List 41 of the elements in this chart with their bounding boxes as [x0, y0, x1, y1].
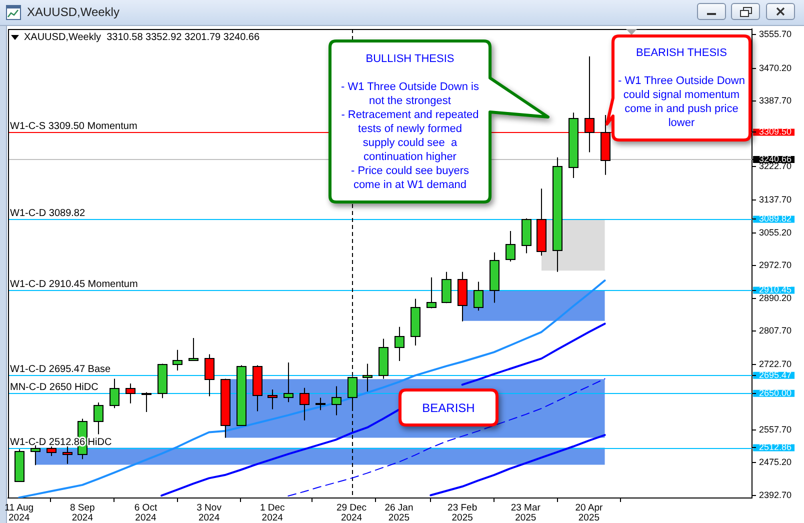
y-tick-label: 3137.70 [759, 194, 792, 205]
ref-line-label: W1-C-D 3089.82 [10, 208, 86, 219]
y-tick-label: 2512.86 [759, 442, 792, 452]
x-tick-label: 23 Mar 2025 [510, 502, 540, 523]
y-tick-label: 3240.66 [759, 154, 792, 164]
x-tick-label: 6 Oct 2024 [134, 502, 158, 523]
text: BEARISH THESIS - W1 Three Outside Down could signal momentum come in and push price lower [618, 47, 745, 129]
y-tick-label: 2910.45 [759, 284, 792, 295]
y-tick-label: 3222.70 [759, 161, 792, 172]
x-tick-label: 26 Jan 2025 [384, 502, 414, 523]
y-tick-label: 2807.70 [759, 325, 792, 336]
text: BULLISH THESIS - W1 Three Outside Down is not the strongest - Retracement and repeated tests of newly formed supply could see a continuation higher - Price could see buyers come in at W1 demand [341, 52, 479, 190]
y-tick-label: 2890.20 [759, 292, 792, 303]
y-tick-label: 3387.70 [759, 96, 792, 106]
x-tick-label: 3 Nov 2024 [196, 502, 222, 523]
y-tick-label: 3309.50 [759, 126, 792, 137]
y-tick-label: 2392.70 [759, 490, 792, 500]
y-tick-label: 2722.70 [759, 359, 792, 370]
y-tick-label: 2475.20 [759, 457, 792, 468]
x-tick-label: 1 Dec 2024 [260, 502, 286, 523]
annotation: BEARISH [422, 400, 475, 414]
y-tick-label: 2557.70 [759, 424, 792, 434]
y-tick-label: 2972.70 [759, 260, 792, 270]
y-tick-label: 2695.47 [759, 370, 792, 380]
y-tick-label: 3089.82 [759, 214, 792, 224]
y-tick-label: 3055.20 [759, 227, 792, 238]
x-tick-label: 11 Aug 2024 [4, 502, 34, 523]
chart-subtitle: XAUUSD,Weekly 3310.58 3352.92 3201.79 3240.66 [24, 32, 260, 44]
ref-line-label: W1-C-S 3309.50 Momentum [10, 120, 138, 132]
y-tick-label: 3555.70 [759, 29, 792, 40]
line-series [288, 378, 606, 497]
ref-line-label: W1-C-D 2910.45 Momentum [10, 278, 138, 290]
y-tick-label: 2650.00 [759, 388, 792, 398]
y-tick-label: 3470.20 [759, 63, 792, 74]
x-tick-label: 23 Feb 2025 [448, 502, 478, 523]
x-tick-label: 29 Dec 2024 [336, 502, 367, 523]
x-tick-label: 8 Sep 2024 [70, 502, 95, 523]
chart-title: XAUUSD,Weekly [27, 5, 120, 20]
x-tick-label: 20 Apr 2025 [575, 502, 603, 523]
ref-line-label: W1-C-D 2695.47 Base [10, 364, 112, 375]
ref-line-label: MN-C-D 2650 HiDC [10, 382, 98, 393]
